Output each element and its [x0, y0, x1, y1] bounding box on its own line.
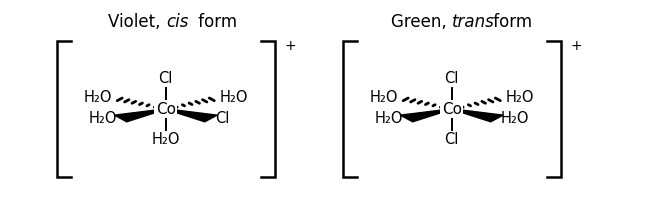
Text: H₂O: H₂O	[505, 90, 534, 105]
Text: Green,: Green,	[391, 13, 452, 31]
Polygon shape	[165, 109, 217, 122]
Text: trans: trans	[452, 13, 495, 31]
Text: +: +	[570, 39, 582, 53]
Text: H₂O: H₂O	[374, 111, 402, 126]
Text: form: form	[193, 13, 237, 31]
Text: H₂O: H₂O	[151, 132, 180, 147]
Text: H₂O: H₂O	[219, 90, 248, 105]
Text: Cl: Cl	[445, 132, 459, 147]
Text: Cl: Cl	[215, 111, 229, 126]
Text: H₂O: H₂O	[88, 111, 116, 126]
Text: H₂O: H₂O	[501, 111, 529, 126]
Text: Co: Co	[442, 102, 462, 116]
Text: H₂O: H₂O	[84, 90, 112, 105]
Text: Violet,: Violet,	[108, 13, 166, 31]
Text: Co: Co	[156, 102, 176, 116]
Text: H₂O: H₂O	[370, 90, 398, 105]
Text: Cl: Cl	[445, 71, 459, 86]
Text: form: form	[488, 13, 532, 31]
Text: cis: cis	[166, 13, 188, 31]
Polygon shape	[114, 109, 166, 122]
Polygon shape	[400, 109, 452, 122]
Text: Cl: Cl	[159, 71, 173, 86]
Polygon shape	[451, 109, 503, 122]
Text: +: +	[284, 39, 296, 53]
